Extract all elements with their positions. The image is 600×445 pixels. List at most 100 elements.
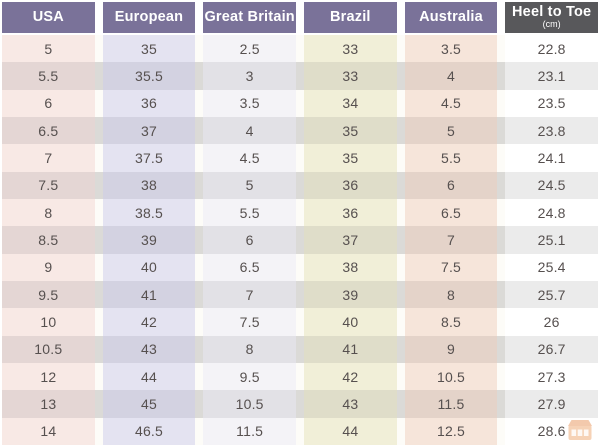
table-cell: 27.9 bbox=[505, 390, 598, 418]
table-row: 12 44 9.5 42 10.5 27.3 bbox=[2, 362, 598, 391]
column-header-sublabel: (cm) bbox=[542, 19, 561, 30]
table-cell: 39 bbox=[102, 226, 196, 254]
table-cell: 42 bbox=[303, 362, 397, 391]
table-body: 5 35 2.5 33 3.5 22.8 5.5 35.5 3 33 4 23.1 6 36 3.5 34 4.… bbox=[2, 35, 598, 445]
table-cell: 3.5 bbox=[203, 89, 296, 117]
table-cell: 14 bbox=[2, 417, 95, 445]
table-cell: 41 bbox=[303, 335, 397, 363]
table-cell: 9 bbox=[2, 253, 95, 281]
table-cell: 37 bbox=[303, 226, 397, 254]
table-cell: 5.5 bbox=[2, 62, 95, 90]
table-cell: 2.5 bbox=[203, 35, 296, 63]
table-cell: 11.5 bbox=[404, 390, 498, 418]
table-cell: 33 bbox=[303, 35, 397, 63]
column-header-label: Great Britain bbox=[204, 8, 295, 25]
column-header-australia: Australia bbox=[404, 2, 498, 33]
table-cell: 25.7 bbox=[505, 280, 598, 309]
table-cell: 5.5 bbox=[203, 198, 296, 227]
table-cell: 3 bbox=[203, 62, 296, 90]
table-cell: 7 bbox=[404, 226, 498, 254]
table-cell: 25.1 bbox=[505, 226, 598, 254]
table-cell: 4 bbox=[203, 116, 296, 145]
table-cell: 25.4 bbox=[505, 253, 598, 281]
table-cell: 35.5 bbox=[102, 62, 196, 90]
column-header-label: Heel to Toe bbox=[512, 4, 592, 21]
table-cell: 35 bbox=[102, 35, 196, 63]
table-row: 6.5 37 4 35 5 23.8 bbox=[2, 116, 598, 145]
table-cell: 43 bbox=[102, 335, 196, 363]
table-cell: 9 bbox=[404, 335, 498, 363]
table-cell: 34 bbox=[303, 89, 397, 117]
column-header-label: Brazil bbox=[329, 8, 371, 25]
table-cell: 38.5 bbox=[102, 198, 196, 227]
table-cell: 10.5 bbox=[203, 390, 296, 418]
table-cell: 5 bbox=[2, 35, 95, 63]
table-cell: 5 bbox=[404, 116, 498, 145]
table-cell: 38 bbox=[102, 171, 196, 199]
table-cell: 6.5 bbox=[203, 253, 296, 281]
table-row: 14 46.5 11.5 44 12.5 28.6 bbox=[2, 417, 598, 445]
table-cell: 7.5 bbox=[203, 308, 296, 336]
table-cell: 6.5 bbox=[2, 116, 95, 145]
table-cell: 7 bbox=[203, 280, 296, 309]
table-cell: 6 bbox=[404, 171, 498, 199]
table-cell: 22.8 bbox=[505, 35, 598, 63]
table-cell: 10.5 bbox=[2, 335, 95, 363]
table-row: 6 36 3.5 34 4.5 23.5 bbox=[2, 89, 598, 117]
table-cell: 28.6 bbox=[505, 417, 598, 445]
column-header-usa: USA bbox=[2, 2, 95, 33]
table-row: 7.5 38 5 36 6 24.5 bbox=[2, 171, 598, 199]
table-cell: 9.5 bbox=[203, 362, 296, 391]
table-row: 13 45 10.5 43 11.5 27.9 bbox=[2, 390, 598, 418]
table-cell: 41 bbox=[102, 280, 196, 309]
table-cell: 5 bbox=[203, 171, 296, 199]
table-row: 5 35 2.5 33 3.5 22.8 bbox=[2, 35, 598, 63]
column-header-heel-to-toe: Heel to Toe (cm) bbox=[505, 2, 598, 33]
column-header-label: Australia bbox=[419, 8, 483, 25]
table-cell: 9.5 bbox=[2, 280, 95, 309]
column-header-label: European bbox=[114, 8, 184, 25]
table-cell: 7.5 bbox=[404, 253, 498, 281]
table-cell: 12 bbox=[2, 362, 95, 391]
table-cell: 8 bbox=[203, 335, 296, 363]
table-cell: 4.5 bbox=[203, 144, 296, 172]
table-cell: 27.3 bbox=[505, 362, 598, 391]
table-cell: 23.5 bbox=[505, 89, 598, 117]
table-cell: 36 bbox=[303, 198, 397, 227]
table-cell: 45 bbox=[102, 390, 196, 418]
table-cell: 13 bbox=[2, 390, 95, 418]
table-cell: 6.5 bbox=[404, 198, 498, 227]
table-row: 10.5 43 8 41 9 26.7 bbox=[2, 335, 598, 363]
table-cell: 33 bbox=[303, 62, 397, 90]
table-row: 9.5 41 7 39 8 25.7 bbox=[2, 280, 598, 309]
table-cell: 40 bbox=[303, 308, 397, 336]
table-row: 8.5 39 6 37 7 25.1 bbox=[2, 226, 598, 254]
table-cell: 8.5 bbox=[2, 226, 95, 254]
table-cell: 35 bbox=[303, 116, 397, 145]
table-cell: 37 bbox=[102, 116, 196, 145]
table-cell: 4.5 bbox=[404, 89, 498, 117]
table-cell: 24.5 bbox=[505, 171, 598, 199]
table-cell: 39 bbox=[303, 280, 397, 309]
table-header-row: USA European Great Britain Brazil Australia H… bbox=[2, 2, 598, 33]
table-cell: 3.5 bbox=[404, 35, 498, 63]
table-row: 5.5 35.5 3 33 4 23.1 bbox=[2, 62, 598, 90]
table-cell: 12.5 bbox=[404, 417, 498, 445]
table-cell: 46.5 bbox=[102, 417, 196, 445]
column-header-great-britain: Great Britain bbox=[203, 2, 296, 33]
table-cell: 26.7 bbox=[505, 335, 598, 363]
table-cell: 10 bbox=[2, 308, 95, 336]
table-cell: 6 bbox=[2, 89, 95, 117]
table-cell: 8 bbox=[404, 280, 498, 309]
table-cell: 23.8 bbox=[505, 116, 598, 145]
table-cell: 6 bbox=[203, 226, 296, 254]
table-cell: 38 bbox=[303, 253, 397, 281]
column-header-brazil: Brazil bbox=[303, 2, 397, 33]
column-header-label: USA bbox=[32, 8, 64, 25]
table-cell: 11.5 bbox=[203, 417, 296, 445]
table-cell: 43 bbox=[303, 390, 397, 418]
table-cell: 8 bbox=[2, 198, 95, 227]
table-row: 7 37.5 4.5 35 5.5 24.1 bbox=[2, 144, 598, 172]
table-cell: 10.5 bbox=[404, 362, 498, 391]
